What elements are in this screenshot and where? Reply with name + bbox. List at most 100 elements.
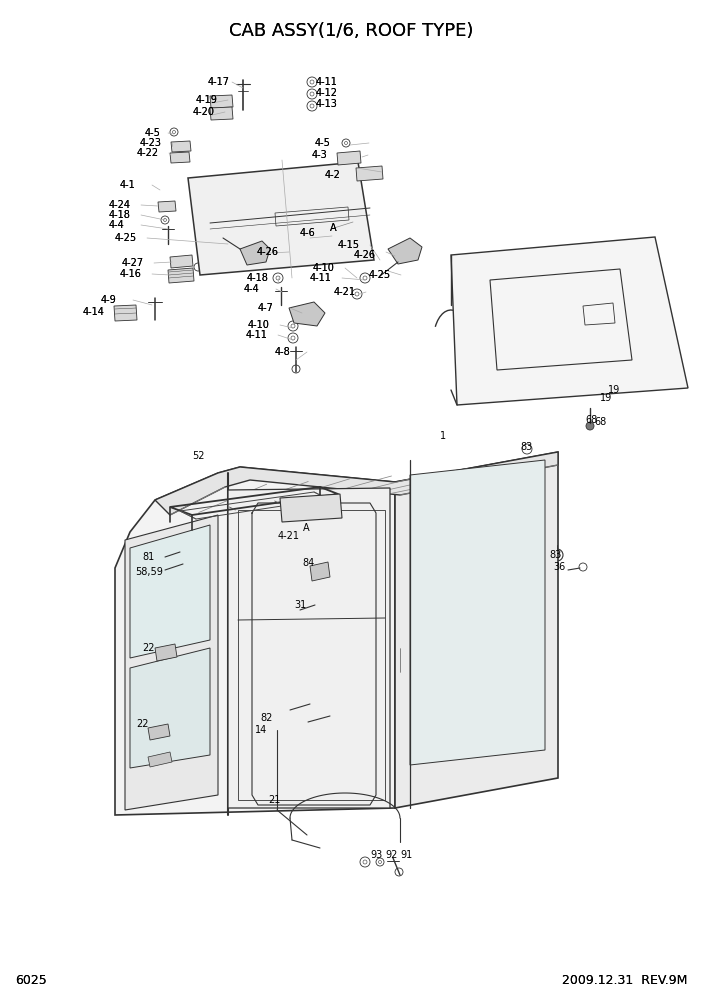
Text: 19: 19: [600, 393, 612, 403]
Text: 4-20: 4-20: [193, 107, 215, 117]
Polygon shape: [171, 141, 191, 152]
Polygon shape: [356, 166, 383, 181]
Text: 6025: 6025: [15, 973, 47, 986]
Text: 4-11: 4-11: [310, 273, 332, 283]
Text: 4-22: 4-22: [137, 148, 159, 158]
Text: 4-12: 4-12: [316, 88, 338, 98]
Text: 52: 52: [192, 451, 204, 461]
Text: 4-15: 4-15: [338, 240, 360, 250]
Text: 4-9: 4-9: [101, 295, 117, 305]
Text: 6025: 6025: [15, 973, 47, 986]
Text: 83: 83: [549, 550, 562, 560]
Text: 4-18: 4-18: [109, 210, 131, 220]
Polygon shape: [395, 452, 558, 808]
Polygon shape: [289, 302, 325, 326]
Text: 2009.12.31  REV.9M: 2009.12.31 REV.9M: [562, 973, 687, 986]
Text: 4-8: 4-8: [275, 347, 291, 357]
Text: 4-4: 4-4: [244, 284, 260, 294]
Text: 4-7: 4-7: [258, 303, 274, 313]
Text: 4-26: 4-26: [354, 250, 376, 260]
Text: CAB ASSY(1/6, ROOF TYPE): CAB ASSY(1/6, ROOF TYPE): [229, 22, 473, 40]
Text: 4-11: 4-11: [310, 273, 332, 283]
Text: 4-21: 4-21: [334, 287, 356, 297]
Text: 4-27: 4-27: [122, 258, 144, 268]
Polygon shape: [125, 515, 218, 810]
Text: 21: 21: [268, 795, 280, 805]
Text: 4-13: 4-13: [316, 99, 338, 109]
Polygon shape: [148, 752, 172, 767]
Polygon shape: [410, 460, 545, 765]
Text: A: A: [330, 223, 337, 233]
Text: 19: 19: [608, 385, 621, 395]
Text: 4-10: 4-10: [313, 263, 335, 273]
Text: 4-11: 4-11: [246, 330, 268, 340]
Text: 4-12: 4-12: [316, 88, 338, 98]
Text: 68: 68: [585, 415, 597, 425]
Text: 4-13: 4-13: [316, 99, 338, 109]
Polygon shape: [130, 648, 210, 768]
Text: 84: 84: [302, 558, 314, 568]
Text: 83: 83: [520, 442, 532, 452]
Polygon shape: [155, 452, 558, 515]
Text: 4-11: 4-11: [246, 330, 268, 340]
Polygon shape: [115, 467, 395, 815]
Circle shape: [668, 375, 674, 381]
Text: CAB ASSY(1/6, ROOF TYPE): CAB ASSY(1/6, ROOF TYPE): [229, 22, 473, 40]
Polygon shape: [188, 162, 374, 275]
Text: 4-6: 4-6: [300, 228, 316, 238]
Text: 82: 82: [260, 713, 272, 723]
Text: 4-21: 4-21: [334, 287, 356, 297]
Polygon shape: [170, 152, 190, 163]
Text: 4-26: 4-26: [257, 247, 279, 257]
Text: 81: 81: [142, 552, 154, 562]
Text: 4-25: 4-25: [369, 270, 391, 280]
Text: 4-3: 4-3: [312, 150, 328, 160]
Text: 4-19: 4-19: [196, 95, 218, 105]
Text: 22: 22: [136, 719, 149, 729]
Text: 4-3: 4-3: [312, 150, 328, 160]
Polygon shape: [451, 237, 688, 405]
Text: 4-22: 4-22: [137, 148, 159, 158]
Text: 31: 31: [294, 600, 306, 610]
Text: 4-1: 4-1: [120, 180, 135, 190]
Text: 4-24: 4-24: [109, 200, 131, 210]
Polygon shape: [114, 305, 137, 321]
Polygon shape: [240, 241, 270, 265]
Text: 4-2: 4-2: [325, 170, 341, 180]
Text: 4-25: 4-25: [369, 270, 391, 280]
Text: 4-23: 4-23: [140, 138, 162, 148]
Circle shape: [467, 390, 473, 396]
Text: 22: 22: [142, 643, 154, 653]
Text: 4-14: 4-14: [83, 307, 105, 317]
Polygon shape: [388, 238, 422, 264]
Text: 68: 68: [594, 417, 607, 427]
Text: 4-6: 4-6: [300, 228, 316, 238]
Polygon shape: [155, 644, 177, 661]
Text: 4-15: 4-15: [338, 240, 360, 250]
Text: 4-16: 4-16: [120, 269, 142, 279]
Text: 36: 36: [553, 562, 565, 572]
Text: A: A: [330, 223, 337, 233]
Text: 4-16: 4-16: [120, 269, 142, 279]
Text: 4-26: 4-26: [354, 250, 376, 260]
Text: 4-18: 4-18: [247, 273, 269, 283]
Text: 4-24: 4-24: [109, 200, 131, 210]
Text: 4-18: 4-18: [109, 210, 131, 220]
Circle shape: [469, 265, 475, 271]
Text: 4-19: 4-19: [196, 95, 218, 105]
Polygon shape: [280, 494, 342, 522]
Polygon shape: [148, 724, 170, 740]
Text: 4-9: 4-9: [101, 295, 117, 305]
Text: 4-10: 4-10: [248, 320, 270, 330]
Text: 4-4: 4-4: [109, 220, 125, 230]
Text: 4-21: 4-21: [278, 531, 300, 541]
Text: 4-5: 4-5: [145, 128, 161, 138]
Text: 4-25: 4-25: [115, 233, 137, 243]
Text: 4-18: 4-18: [247, 273, 269, 283]
Text: 4-17: 4-17: [208, 77, 230, 87]
Text: 14: 14: [255, 725, 267, 735]
Polygon shape: [210, 107, 233, 120]
Circle shape: [183, 551, 187, 555]
Text: A: A: [303, 523, 310, 533]
Polygon shape: [168, 268, 194, 283]
